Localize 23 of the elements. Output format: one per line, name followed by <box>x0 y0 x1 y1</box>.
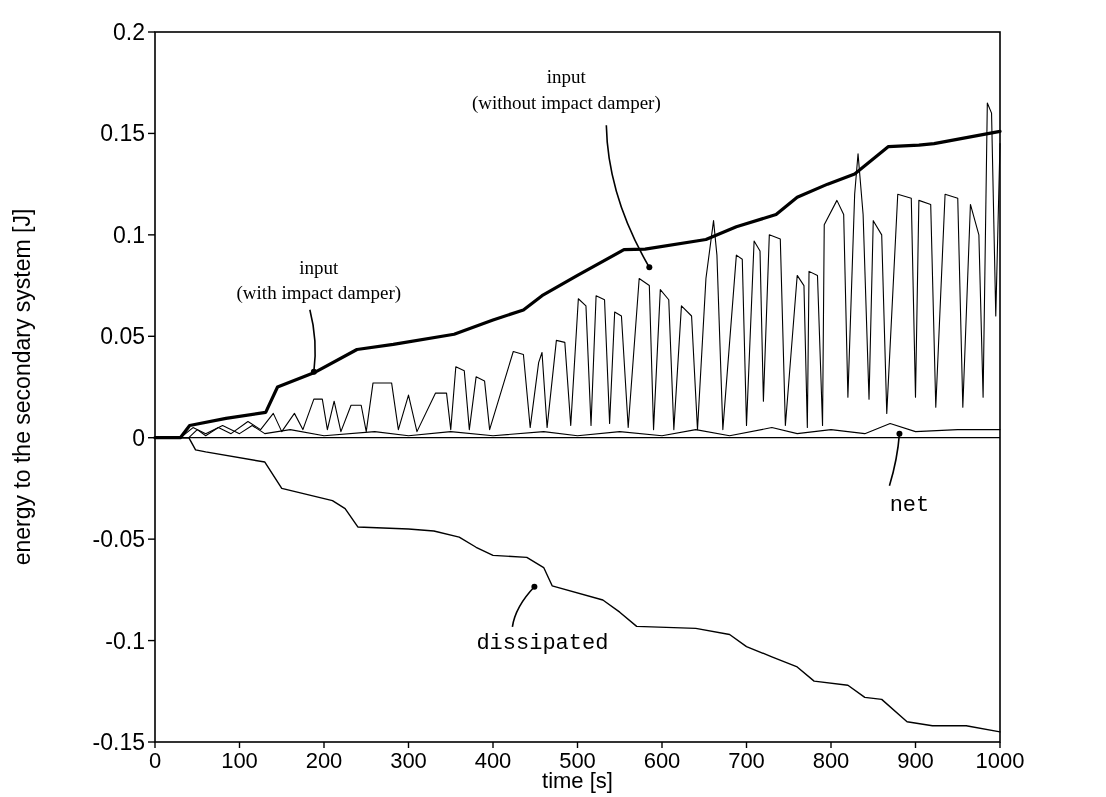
x-tick-label: 800 <box>812 748 850 773</box>
x-tick-label: 100 <box>221 748 258 773</box>
annotation: input (without impact damper) <box>471 66 661 114</box>
y-tick-label: 0 <box>132 424 145 451</box>
y-tick-label: -0.15 <box>92 729 145 756</box>
annotation: input (with impact damper) <box>236 256 402 305</box>
annotation: net <box>889 492 930 518</box>
y-tick-label: -0.05 <box>92 526 145 553</box>
y-tick-label: 0.15 <box>100 120 145 147</box>
x-tick-label: 1000 <box>975 748 1025 773</box>
x-tick-label: 200 <box>305 748 343 773</box>
x-tick-label: 900 <box>897 748 934 773</box>
x-tick-label: 0 <box>148 748 162 773</box>
y-tick-label: 0.2 <box>113 19 145 46</box>
x-tick-label: 600 <box>643 748 681 773</box>
y-axis-title: energy to the secondary system [J] <box>9 208 35 566</box>
y-tick-label: 0.1 <box>113 221 145 248</box>
y-tick-label: -0.1 <box>105 627 145 654</box>
y-tick-label: 0.05 <box>100 323 145 350</box>
x-tick-label: 400 <box>474 748 512 773</box>
x-tick-label: 300 <box>390 748 427 773</box>
annotation: dissipated <box>476 630 609 656</box>
x-tick-label: 700 <box>728 748 765 773</box>
